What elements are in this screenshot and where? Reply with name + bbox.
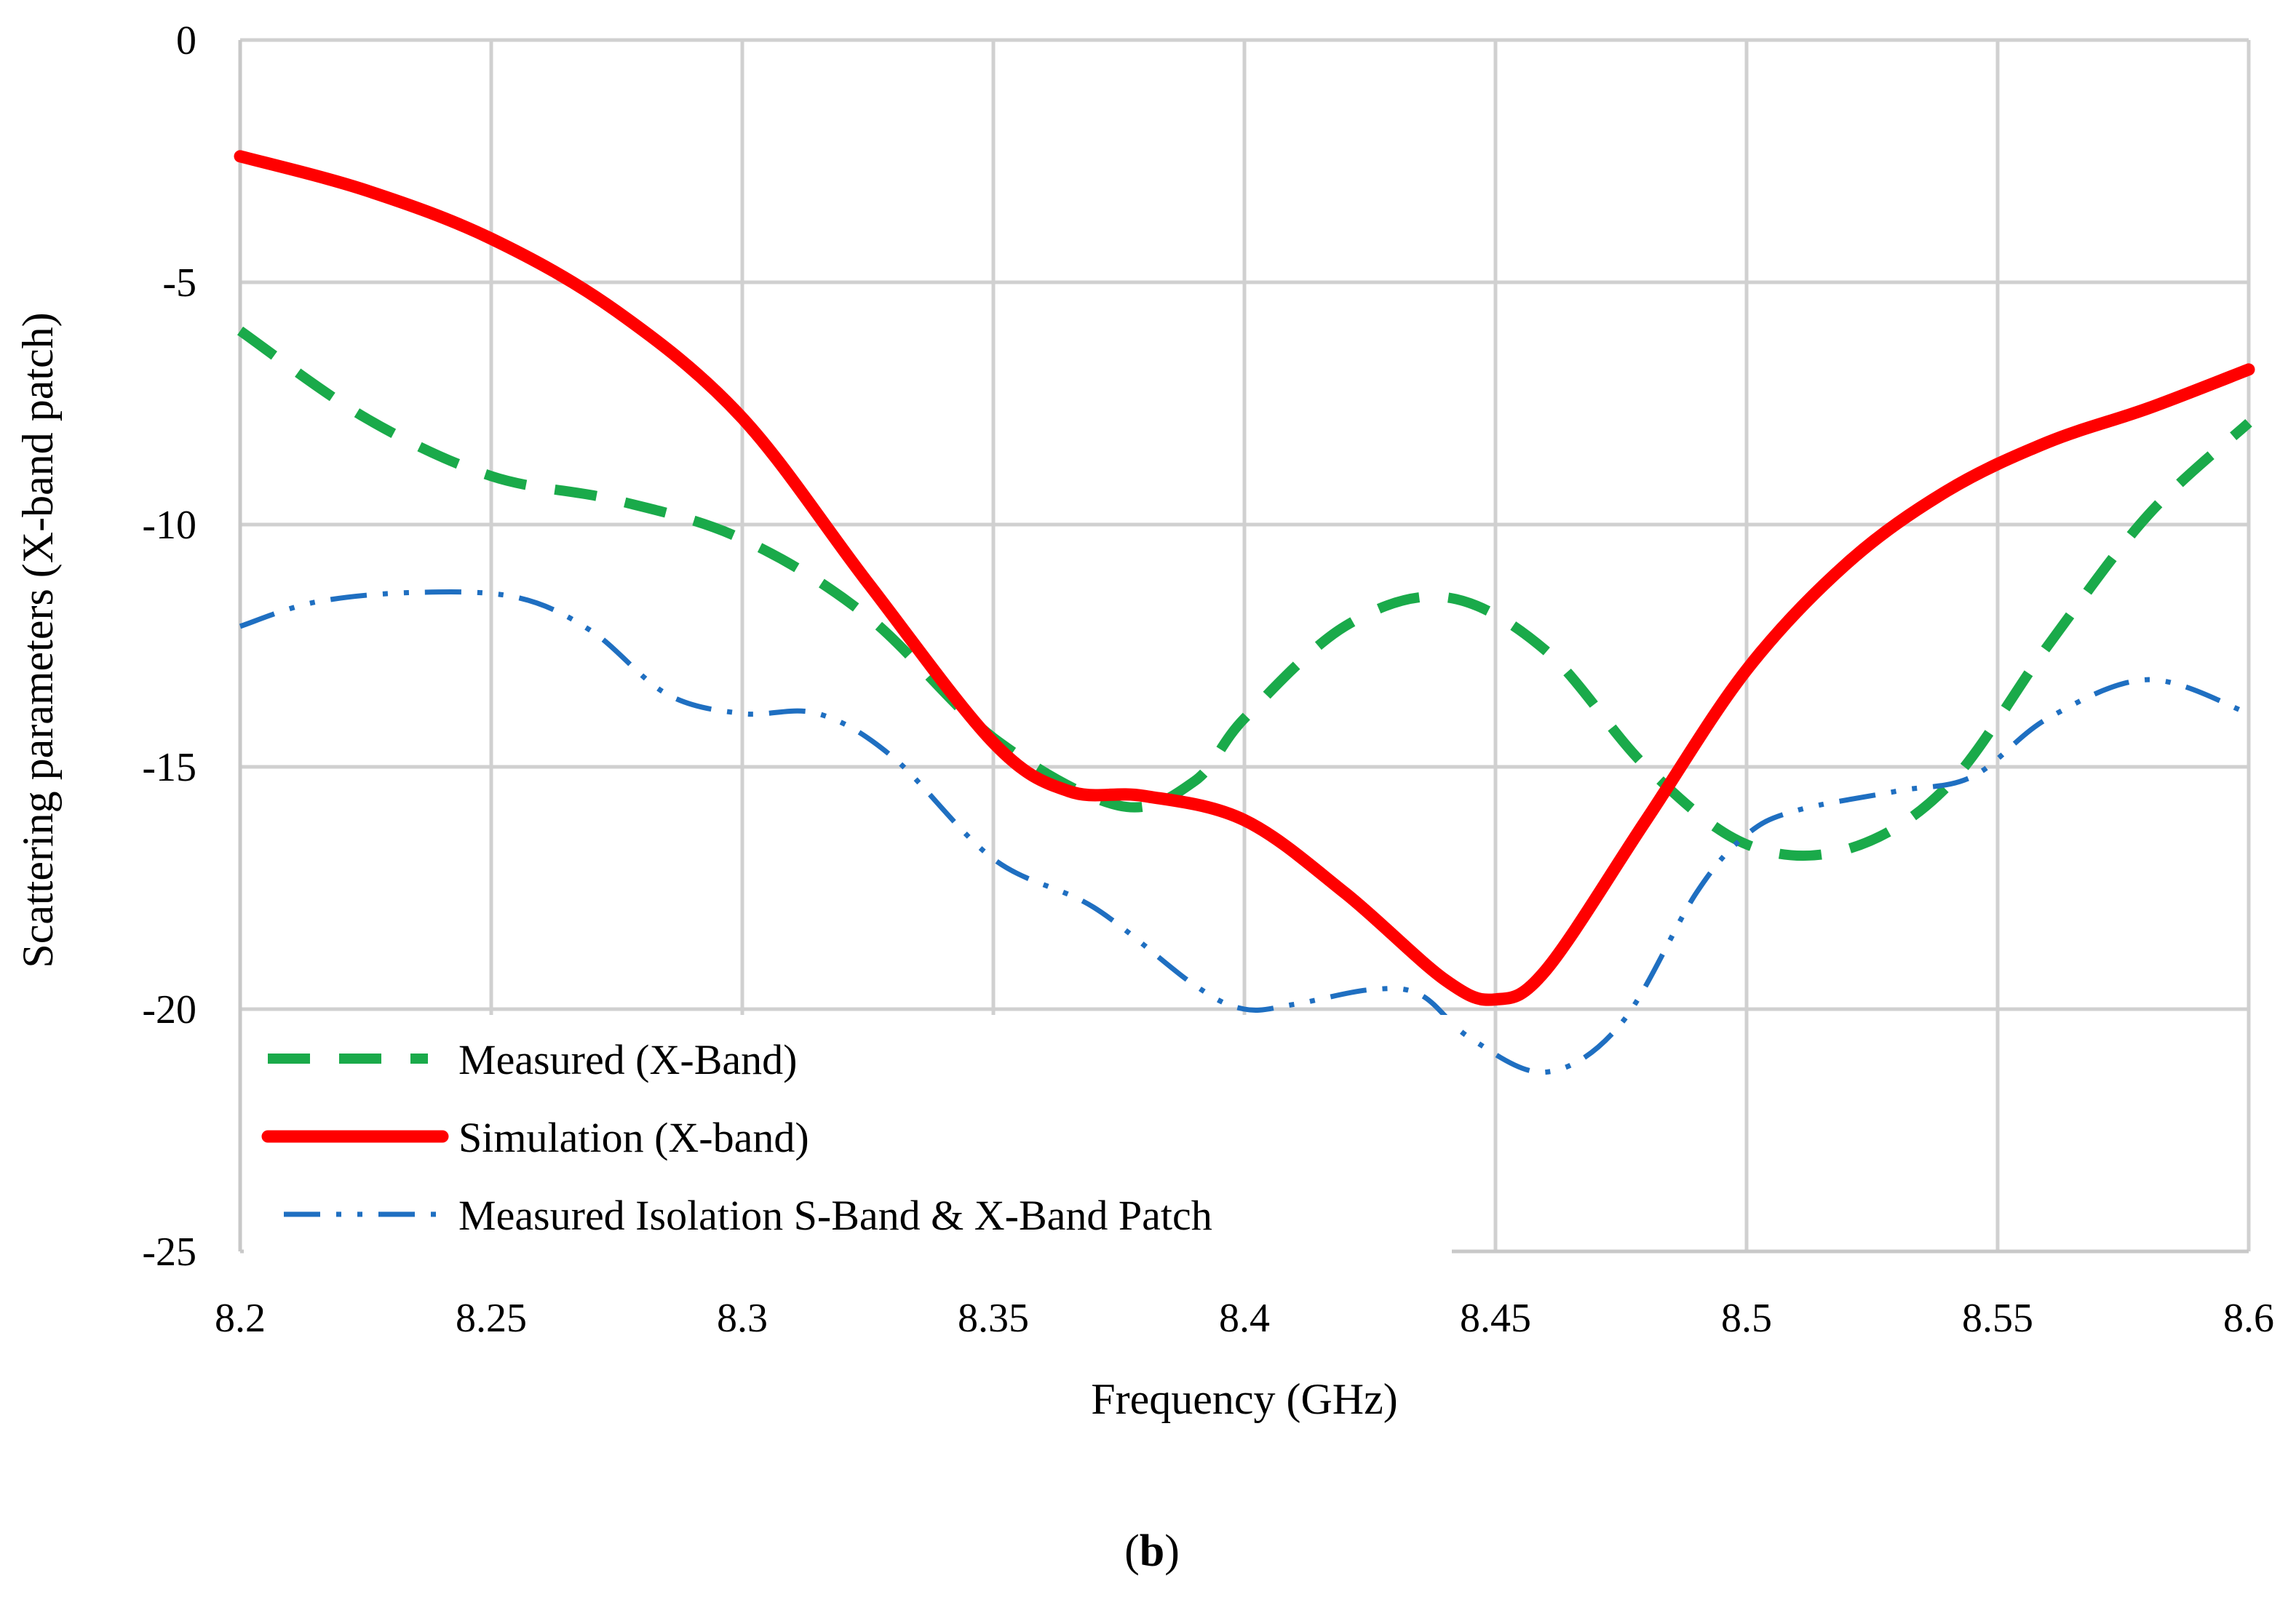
legend-entry-measured: Measured (X-Band) <box>268 1036 797 1083</box>
x-tick-label: 8.3 <box>717 1296 768 1341</box>
caption-open-paren: ( <box>1124 1526 1140 1576</box>
caption-close-paren: ) <box>1164 1526 1180 1576</box>
y-tick-label: 0 <box>176 18 196 63</box>
caption-letter: b <box>1140 1526 1164 1576</box>
y-axis-title: Scattering parameters (X-band patch) <box>14 312 62 968</box>
series-line-2 <box>239 589 2250 1075</box>
x-tick-label: 8.35 <box>958 1296 1029 1341</box>
x-tick-label: 8.4 <box>1219 1296 1270 1341</box>
y-tick-label: -15 <box>142 745 196 790</box>
y-tick-label: -20 <box>142 987 196 1032</box>
legend-entry-isolation: Measured Isolation S-Band & X-Band Patch <box>284 1192 1212 1239</box>
x-tick-label: 8.25 <box>456 1296 527 1341</box>
x-tick-label: 8.45 <box>1460 1296 1531 1341</box>
y-tick-labels: 0 -5 -10 -15 -20 -25 <box>142 18 196 1275</box>
y-tick-label: -5 <box>162 260 196 306</box>
series-line-0 <box>237 326 2252 861</box>
y-tick-label: -25 <box>142 1230 196 1275</box>
x-tick-label: 8.6 <box>2223 1296 2274 1341</box>
x-tick-label: 8.5 <box>1721 1296 1772 1341</box>
series-layer <box>234 150 2255 1075</box>
series-line-1 <box>234 150 2255 1006</box>
figure-caption: (b) <box>1124 1526 1180 1576</box>
legend-label-measured: Measured (X-Band) <box>458 1036 797 1083</box>
legend-entry-simulation: Simulation (X-band) <box>261 1114 809 1161</box>
x-tick-label: 8.55 <box>1962 1296 2033 1341</box>
legend-label-simulation: Simulation (X-band) <box>458 1114 809 1161</box>
legend: Measured (X-Band) Simulation (X-band) Me… <box>244 1015 1452 1262</box>
legend-label-isolation: Measured Isolation S-Band & X-Band Patch <box>458 1192 1212 1239</box>
x-axis-title: Frequency (GHz) <box>1091 1375 1398 1423</box>
x-tick-label: 8.2 <box>215 1296 266 1341</box>
y-tick-label: -10 <box>142 503 196 548</box>
x-tick-labels: 8.2 8.25 8.3 8.35 8.4 8.45 8.5 8.55 8.6 <box>215 1296 2274 1341</box>
